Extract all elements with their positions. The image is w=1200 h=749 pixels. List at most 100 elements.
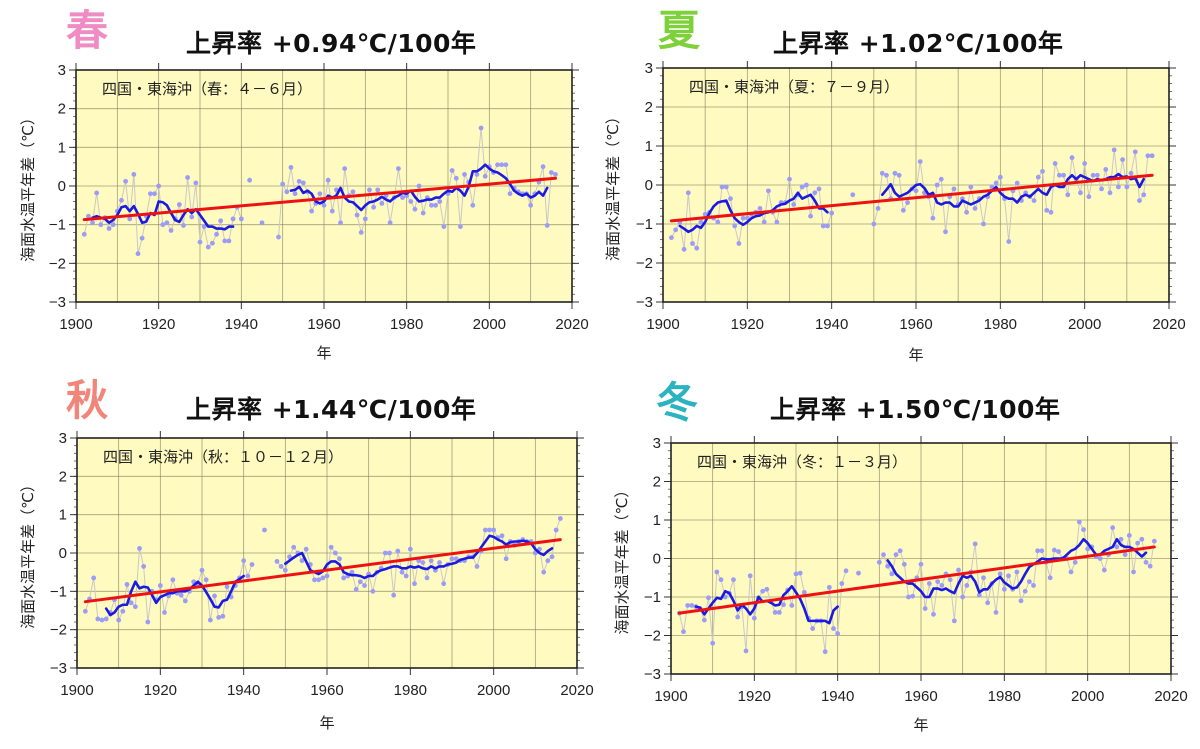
y-tick-label: −2: [644, 628, 661, 645]
annual-point: [801, 589, 807, 595]
annual-point: [127, 216, 133, 222]
annual-point: [474, 564, 480, 569]
annual-point: [309, 208, 314, 214]
trend-line: [669, 173, 1154, 223]
annual-point: [791, 202, 797, 207]
x-tick-label: 1960: [310, 682, 343, 699]
annual-point: [1082, 161, 1088, 166]
annual-point: [548, 170, 554, 175]
annual-point: [893, 552, 899, 558]
annual-point: [926, 581, 932, 586]
annual-point: [453, 175, 459, 181]
annual-point: [135, 251, 141, 257]
x-tick-label: 1940: [815, 316, 848, 333]
annual-point: [913, 188, 919, 194]
annual-point: [218, 218, 224, 224]
annual-point: [433, 202, 438, 208]
annual-point: [1131, 569, 1136, 575]
annual-point: [1094, 172, 1100, 178]
annual-point: [799, 184, 805, 190]
annual-point: [337, 556, 342, 562]
chart-2: 3 2 1 0 −1 −2 −3 1900 1920 1940 1960 1980 2000 2020 年 海…: [19, 430, 594, 732]
annual-point: [715, 219, 721, 225]
annual-point: [329, 208, 335, 214]
annual-point: [1051, 547, 1057, 553]
annual-point: [230, 216, 236, 222]
x-tick-label: 2000: [1068, 316, 1101, 333]
annual-point: [296, 178, 302, 184]
annual-point: [148, 191, 153, 197]
x-tick-label: 1900: [646, 316, 679, 333]
moving-average-line: [104, 574, 245, 617]
annual-point: [1048, 209, 1054, 215]
annual-point: [220, 613, 226, 619]
panel-summer: 夏 上昇率 +1.02℃/100年: [600, 0, 1200, 374]
annual-point: [740, 215, 746, 221]
annual-point: [354, 212, 360, 218]
annual-point: [324, 573, 330, 579]
y-tick-label: 3: [653, 435, 661, 452]
annual-point: [441, 224, 447, 230]
annual-point: [1128, 170, 1134, 176]
annual-point: [316, 577, 322, 583]
annual-point: [876, 559, 882, 565]
annual-point: [910, 593, 916, 599]
annual-point: [884, 172, 889, 178]
annual-point: [964, 583, 970, 588]
annual-point: [428, 558, 434, 564]
annual-point: [321, 202, 327, 208]
annual-point: [714, 569, 720, 575]
annual-point: [1151, 538, 1157, 544]
annual-point: [110, 222, 116, 228]
annual-point: [1031, 198, 1037, 204]
y-tick-label: −3: [49, 294, 66, 311]
panel-winter: 冬 上昇率 +1.50℃/100年: [600, 374, 1200, 749]
annual-point: [1139, 536, 1145, 542]
annual-point: [766, 188, 771, 194]
annual-point: [280, 181, 286, 187]
annual-point: [885, 563, 891, 569]
annual-point: [1014, 180, 1020, 186]
annual-point: [408, 199, 414, 204]
y-axis-title: 海面水温平年差（℃）: [604, 109, 622, 261]
x-tick-label: 1920: [738, 688, 771, 705]
annual-point: [375, 187, 381, 193]
annual-point: [553, 527, 559, 533]
x-tick-label: 1980: [390, 316, 423, 333]
annual-point: [1137, 198, 1142, 204]
annual-point: [1069, 155, 1075, 161]
annual-point: [1047, 575, 1053, 581]
annual-point: [1031, 583, 1036, 588]
annual-point: [210, 240, 215, 246]
region-label: 四国・東海沖（春：４－６月）: [102, 80, 312, 98]
annual-point: [156, 183, 162, 189]
annual-point: [482, 173, 488, 179]
annual-point: [207, 617, 213, 623]
region-label: 四国・東海沖（夏：７－９月）: [689, 78, 899, 96]
annual-point: [723, 184, 729, 190]
annual-point: [338, 220, 343, 226]
y-tick-label: 2: [645, 99, 653, 116]
y-tick-label: 2: [653, 474, 661, 491]
moving-average-line: [886, 537, 1148, 599]
annual-point: [288, 165, 294, 170]
data-layer: [81, 125, 558, 257]
annual-point: [731, 577, 736, 583]
annual-point: [199, 567, 205, 573]
y-tick-label: 1: [59, 507, 67, 524]
annual-point: [482, 527, 488, 533]
y-tick-label: 3: [59, 430, 67, 447]
annual-point: [90, 220, 95, 226]
annual-point: [1061, 172, 1066, 178]
annual-point: [1040, 168, 1045, 174]
plot-frame: [76, 437, 578, 669]
season-label: 夏: [658, 6, 701, 55]
x-tick-label: 2020: [560, 682, 593, 699]
annual-point: [400, 195, 405, 201]
moving-average-line: [284, 534, 554, 580]
annual-point: [181, 223, 186, 228]
annual-point: [681, 629, 686, 635]
annual-point: [943, 229, 948, 235]
annual-point: [1068, 569, 1074, 575]
annual-point: [98, 222, 104, 228]
